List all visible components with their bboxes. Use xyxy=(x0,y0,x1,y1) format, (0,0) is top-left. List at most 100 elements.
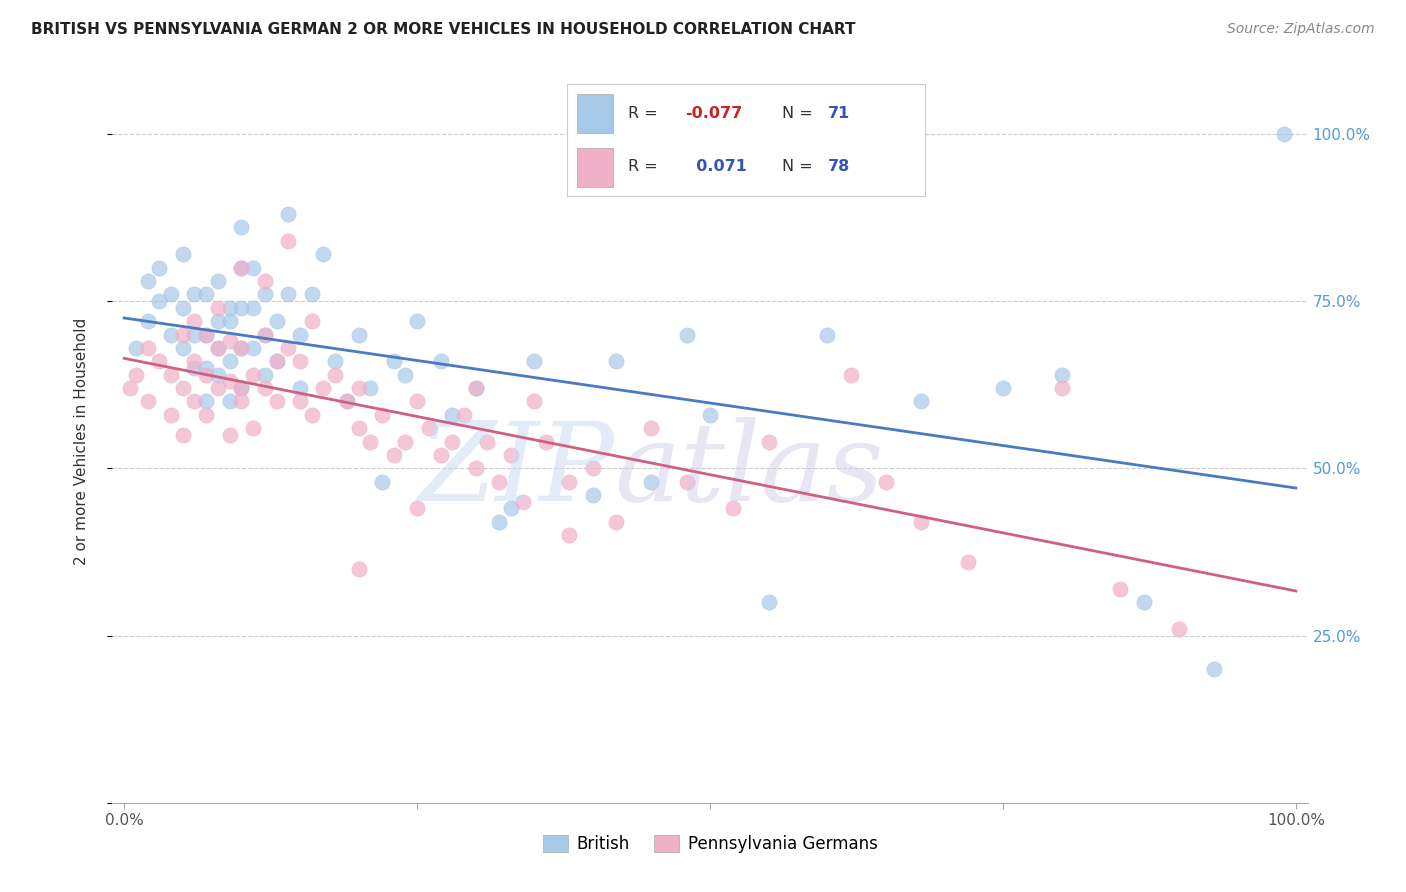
Point xyxy=(231,341,253,355)
Point xyxy=(1132,595,1154,609)
Point xyxy=(406,501,429,516)
Point xyxy=(195,287,218,301)
Point xyxy=(125,341,148,355)
Text: atlas: atlas xyxy=(614,417,884,524)
Point xyxy=(218,301,240,315)
Point xyxy=(359,381,381,395)
Point xyxy=(218,314,240,328)
Point xyxy=(910,394,932,409)
Point xyxy=(499,501,522,516)
Point xyxy=(172,327,194,342)
Point xyxy=(839,368,862,382)
Point xyxy=(183,314,205,328)
Point xyxy=(148,354,170,368)
Point xyxy=(488,515,510,529)
Point xyxy=(277,287,299,301)
Point xyxy=(477,434,499,449)
Point xyxy=(242,301,264,315)
Point xyxy=(347,381,370,395)
Point xyxy=(312,381,335,395)
Point xyxy=(523,394,546,409)
Point xyxy=(1050,368,1073,382)
Point xyxy=(195,394,218,409)
Point xyxy=(183,327,205,342)
Point xyxy=(605,515,627,529)
Point xyxy=(758,595,780,609)
Point xyxy=(242,260,264,275)
Point xyxy=(558,475,581,489)
Point xyxy=(1202,662,1225,676)
Point xyxy=(160,408,183,422)
Point xyxy=(1109,582,1132,596)
Point xyxy=(336,394,359,409)
Point xyxy=(1167,622,1189,636)
Point xyxy=(218,375,240,389)
Point xyxy=(172,341,194,355)
Point xyxy=(231,381,253,395)
Point xyxy=(323,354,346,368)
Point xyxy=(371,408,394,422)
Point xyxy=(675,327,697,342)
Point xyxy=(288,354,311,368)
Point xyxy=(288,381,311,395)
Point xyxy=(207,341,229,355)
Point xyxy=(195,361,218,376)
Point xyxy=(253,381,276,395)
Point xyxy=(429,448,451,462)
Point xyxy=(301,287,323,301)
Point xyxy=(195,327,218,342)
Point xyxy=(699,408,721,422)
Point xyxy=(406,314,429,328)
Point xyxy=(218,354,240,368)
Point xyxy=(183,394,205,409)
Point xyxy=(253,287,276,301)
Point xyxy=(253,327,276,342)
Point xyxy=(231,260,253,275)
Point xyxy=(253,274,276,288)
Point xyxy=(347,562,370,576)
Point xyxy=(160,327,183,342)
Point xyxy=(336,394,359,409)
Point xyxy=(418,421,440,435)
Point xyxy=(207,381,229,395)
Point xyxy=(323,368,346,382)
Point xyxy=(231,260,253,275)
Point xyxy=(464,461,486,475)
Point xyxy=(207,314,229,328)
Point xyxy=(815,327,838,342)
Point xyxy=(242,368,264,382)
Point xyxy=(231,220,253,235)
Point xyxy=(453,408,475,422)
Point xyxy=(441,434,464,449)
Point xyxy=(242,341,264,355)
Point xyxy=(1272,127,1295,141)
Point xyxy=(956,555,979,569)
Point xyxy=(464,381,486,395)
Point xyxy=(758,434,780,449)
Point xyxy=(136,341,159,355)
Point xyxy=(640,475,662,489)
Point xyxy=(499,448,522,462)
Point xyxy=(207,341,229,355)
Point xyxy=(160,368,183,382)
Point xyxy=(218,427,240,442)
Point xyxy=(120,381,141,395)
Point xyxy=(347,421,370,435)
Legend: British, Pennsylvania Germans: British, Pennsylvania Germans xyxy=(536,828,884,860)
Point xyxy=(312,247,335,261)
Text: Source: ZipAtlas.com: Source: ZipAtlas.com xyxy=(1227,22,1375,37)
Point xyxy=(394,434,416,449)
Point xyxy=(231,341,253,355)
Point xyxy=(253,368,276,382)
Point xyxy=(582,488,605,502)
Point xyxy=(231,301,253,315)
Point xyxy=(288,327,311,342)
Point xyxy=(301,314,323,328)
Point xyxy=(301,408,323,422)
Point xyxy=(207,368,229,382)
Point xyxy=(195,368,218,382)
Text: BRITISH VS PENNSYLVANIA GERMAN 2 OR MORE VEHICLES IN HOUSEHOLD CORRELATION CHART: BRITISH VS PENNSYLVANIA GERMAN 2 OR MORE… xyxy=(31,22,855,37)
Point xyxy=(148,294,170,309)
Point xyxy=(675,475,697,489)
Point xyxy=(582,461,605,475)
